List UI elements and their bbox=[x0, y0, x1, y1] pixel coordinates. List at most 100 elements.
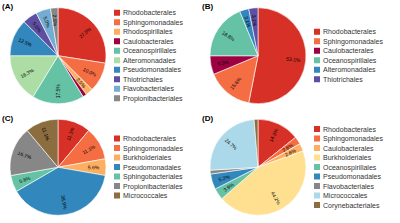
data-label: 11.1% bbox=[41, 126, 52, 142]
legend-label: Sphingobacteriales bbox=[123, 173, 183, 181]
legend-label: Micrococcales bbox=[323, 192, 368, 199]
data-label: 53.1% bbox=[286, 56, 301, 63]
legend-item: Oceanospirillales bbox=[314, 57, 377, 65]
legend-label: Pseudomonadales bbox=[123, 164, 181, 171]
data-label: 5.0% bbox=[31, 21, 43, 34]
legend-swatch bbox=[314, 67, 320, 73]
legend-swatch bbox=[114, 95, 120, 101]
legend-item: Corynebacteriales bbox=[314, 202, 380, 210]
pie-slice bbox=[240, 9, 258, 56]
legend-swatch bbox=[314, 174, 320, 180]
legend-item: Rhodobacterales bbox=[114, 9, 176, 16]
data-label: 18.8% bbox=[221, 30, 237, 43]
pie-panel: (A)27.5%10.0%2.5%17.5%16.3%12.5%5.0%5.0%… bbox=[2, 2, 183, 104]
panel-title: (A) bbox=[2, 2, 13, 11]
legend-item: Burkholderiales bbox=[314, 154, 372, 161]
legend-label: Pseudomonadales bbox=[323, 173, 381, 180]
data-label: 3.1% bbox=[251, 14, 258, 26]
legend-label: Alteromonadales bbox=[123, 57, 176, 64]
data-label: 44.2% bbox=[270, 190, 283, 206]
panel-title: (D) bbox=[202, 114, 213, 123]
pie-slice bbox=[58, 8, 106, 63]
data-label: 17.5% bbox=[55, 84, 61, 99]
legend-item: Sphingomonadales bbox=[314, 38, 383, 46]
pie-panel: (D)14.3%2.6%2.6%44.2%3.9%5.2%24.7%Rhodob… bbox=[202, 114, 383, 216]
pie-slice bbox=[10, 56, 58, 97]
legend-item: Rhodospirillales bbox=[114, 28, 173, 36]
legend-label: Propionibacteriales bbox=[123, 95, 183, 103]
legend-item: Pseudomonadales bbox=[314, 173, 381, 180]
legend-label: Oceanospirillales bbox=[323, 164, 377, 172]
data-label: 3.1% bbox=[243, 15, 252, 28]
legend-label: Caulobacterales bbox=[323, 145, 374, 152]
data-label: 12.5% bbox=[17, 37, 33, 48]
legend-swatch bbox=[314, 155, 320, 161]
data-label: 5.2% bbox=[218, 173, 231, 182]
data-labels: 27.5%10.0%2.5%17.5%16.3%12.5%5.0%5.0%2.5… bbox=[17, 14, 97, 98]
legend-label: Rhodobacterales bbox=[323, 28, 376, 35]
legend-label: Rhodobacterales bbox=[123, 9, 176, 16]
legend-item: Caulobacterales bbox=[314, 145, 374, 152]
legend-label: Sphingomonadales bbox=[123, 19, 183, 27]
data-label: 11.1% bbox=[65, 126, 76, 142]
legend-swatch bbox=[114, 48, 120, 54]
legend-label: Rhodospirillales bbox=[123, 28, 173, 36]
data-label: 3.9% bbox=[222, 181, 235, 193]
legend-label: Micrococcales bbox=[123, 192, 168, 199]
pie bbox=[210, 8, 306, 104]
pie-panel: (B)53.1%15.6%6.3%18.8%3.1%3.1%Rhodobacte… bbox=[202, 2, 383, 104]
legend-item: Oceanospirillales bbox=[314, 164, 377, 172]
panel-title: (C) bbox=[2, 114, 13, 123]
legend-label: Sphingomonadales bbox=[123, 145, 183, 153]
data-labels: 14.3%2.6%2.6%44.2%3.9%5.2%24.7% bbox=[218, 127, 297, 206]
legend-swatch bbox=[114, 76, 120, 82]
legend-swatch bbox=[114, 145, 120, 151]
legend-swatch bbox=[114, 155, 120, 161]
legend-item: Thiotrichales bbox=[314, 76, 363, 83]
panel-title: (B) bbox=[202, 2, 213, 11]
legend-item: Sphingomonadales bbox=[314, 135, 383, 143]
pie-panel: (C)11.1%11.1%5.6%38.9%5.6%16.7%11.1%Rhod… bbox=[2, 114, 183, 216]
legend-swatch bbox=[314, 29, 320, 35]
legend-swatch bbox=[114, 10, 120, 16]
legend-swatch bbox=[314, 38, 320, 44]
legend-swatch bbox=[114, 38, 120, 44]
data-label: 27.5% bbox=[78, 25, 93, 39]
legend-swatch bbox=[114, 29, 120, 35]
legend-label: Thiotrichales bbox=[323, 76, 363, 83]
legend-swatch bbox=[314, 202, 320, 208]
pie bbox=[10, 8, 106, 104]
legend-item: Burkholderiales bbox=[114, 154, 172, 161]
data-label: 11.1% bbox=[81, 143, 96, 155]
data-label: 6.3% bbox=[217, 59, 230, 67]
legend-item: Propionibacteriales bbox=[114, 95, 183, 103]
data-label: 16.3% bbox=[19, 67, 35, 79]
data-label: 14.3% bbox=[268, 127, 280, 143]
legend-item: Sphingobacteriales bbox=[114, 173, 183, 181]
pie-slice bbox=[254, 119, 258, 167]
legend-label: Flavobacteriales bbox=[123, 85, 174, 92]
legend-swatch bbox=[114, 136, 120, 142]
legend: Rhodobacterales SphingomonadalesRhodospir… bbox=[114, 9, 183, 103]
legend-item: Alteromonadales bbox=[314, 66, 376, 73]
legend: Rhodobacterales SphingomonadalesBurkholde… bbox=[114, 135, 183, 199]
data-label: 16.7% bbox=[17, 150, 33, 161]
legend-swatch bbox=[114, 174, 120, 180]
pie-slice bbox=[249, 8, 258, 56]
legend-item: Micrococcales bbox=[114, 192, 168, 199]
legend-label: Burkholderiales bbox=[123, 154, 172, 161]
pie bbox=[210, 119, 306, 215]
legend-item: Rhodobacterales bbox=[314, 28, 376, 35]
pie-slice bbox=[50, 8, 58, 56]
data-label: 38.9% bbox=[60, 195, 68, 211]
data-label: 2.5% bbox=[75, 76, 87, 89]
legend-swatch bbox=[314, 164, 320, 170]
legend-label: Oceanospirillales bbox=[123, 47, 177, 55]
data-label: 5.6% bbox=[18, 174, 31, 184]
legend: Rhodobacterales SphingomonadalesCaulobact… bbox=[314, 28, 383, 83]
legend-swatch bbox=[114, 67, 120, 73]
legend-label: Caulobacterales bbox=[323, 47, 374, 54]
legend-item: Sphingomonadales bbox=[114, 19, 183, 27]
legend-label: Rhodobacterales bbox=[123, 135, 176, 142]
legend-item: Rhodobacterales bbox=[114, 135, 176, 142]
